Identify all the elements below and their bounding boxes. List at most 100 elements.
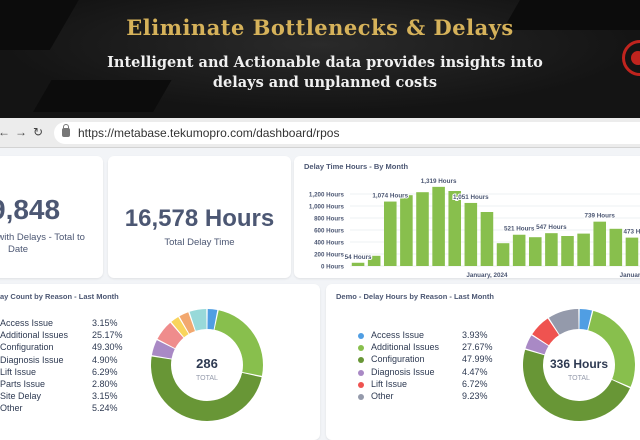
legend-percent: 25.17% (92, 330, 123, 341)
kpi-card-total-delay-time[interactable]: 16,578 Hours Total Delay Time (108, 156, 291, 278)
donut-slice (179, 312, 195, 334)
legend-label: Other (371, 391, 394, 401)
bar (512, 234, 526, 266)
pie-card-delay-count[interactable]: ay Count by Reason - Last Month Access I… (0, 284, 320, 440)
promo-subtitle-line: delays and unplanned costs (212, 74, 438, 91)
donut-slice (579, 309, 593, 330)
legend-label: Diagnosis Issue (371, 366, 435, 377)
legend-percent: 2.80% (92, 379, 118, 389)
legend-item[interactable]: Access Issue 3.93% (358, 330, 498, 342)
bar-data-label: 1,319 Hours (421, 178, 457, 185)
legend-percent: 49.30% (92, 342, 123, 353)
kpi-card-delays-count[interactable]: 9,848 s with Delays - Total to Date (0, 156, 103, 278)
bar (545, 233, 558, 266)
legend-percent: 5.24% (92, 403, 118, 414)
donut-center-label: TOTAL (568, 375, 590, 382)
url-text[interactable]: https://metabase.tekumopro.com/dashboard… (78, 126, 340, 140)
legend-item[interactable]: Site Delay 3.15% (0, 391, 130, 403)
donut-center-label: TOTAL (196, 375, 218, 382)
bar (432, 186, 445, 266)
y-tick-label: 600 Hours (314, 228, 344, 235)
donut-slice (548, 309, 579, 335)
legend-percent: 3.15% (92, 391, 118, 402)
legend-item[interactable]: Other 5.24% (0, 403, 130, 415)
kpi-value: 16,578 Hours (124, 205, 275, 232)
legend-percent: 4.90% (92, 354, 118, 365)
bar (464, 202, 478, 266)
kpi-value: 9,848 (0, 194, 61, 225)
legend-percent: 9.23% (462, 391, 488, 401)
pie-card-delay-hours[interactable]: Demo - Delay Hours by Reason - Last Mont… (326, 284, 640, 440)
bar (383, 201, 397, 266)
bar-data-label: 739 Hours (584, 213, 615, 220)
legend-label: Access Issue (371, 330, 425, 340)
forward-arrow-icon[interactable]: → (15, 125, 27, 139)
legend-percent: 47.99% (462, 354, 493, 365)
chart-title: Delay Time Hours - By Month (304, 162, 409, 171)
legend-label: Configuration (0, 342, 54, 353)
bar (496, 243, 510, 266)
bar-data-label: 1,051 Hours (453, 194, 489, 201)
reload-icon[interactable]: ↻ (32, 125, 44, 139)
donut-slice (151, 356, 262, 421)
legend-label: Additional Issues (371, 342, 440, 353)
bar (351, 262, 365, 266)
browser-toolbar: ← → ↻ https://metabase.tekumopro.com/das… (0, 118, 640, 148)
x-tick-label: January, 20 (620, 272, 640, 279)
donut-slice (171, 316, 189, 338)
lock-icon (62, 124, 70, 137)
bar (577, 233, 590, 266)
legend-item[interactable]: Other 9.23% (358, 391, 498, 403)
brand-logo-icon (622, 40, 640, 76)
bar-data-label: 521 Hours (504, 226, 535, 233)
bar (528, 237, 542, 266)
legend-swatch (358, 333, 364, 339)
donut-slice (207, 309, 218, 330)
legend-item[interactable]: Diagnosis Issue 4.90% (0, 355, 130, 367)
bar (593, 221, 607, 266)
donut-slice (189, 309, 207, 331)
address-bar[interactable]: https://metabase.tekumopro.com/dashboard… (54, 122, 640, 144)
promo-subtitle: Intelligent and Actionable data provides… (80, 53, 570, 93)
donut-slice (151, 340, 175, 359)
y-tick-label: 0 Hours (321, 264, 345, 271)
kpi-caption: Total Delay Time (164, 237, 235, 248)
legend-swatch (358, 357, 364, 364)
donut-center-value: 336 Hours (550, 357, 608, 371)
x-tick-label: January, 2024 (466, 272, 508, 279)
bar (625, 237, 639, 266)
donut-slice (525, 335, 549, 355)
back-arrow-icon[interactable]: ← (0, 125, 10, 139)
bar-chart: 1,200 Hours 1,000 Hours 800 Hours 600 Hours… (309, 177, 640, 279)
bar-data-label: 54 Hours (345, 254, 372, 261)
legend-label: Additional Issues (0, 330, 69, 341)
legend-swatch (358, 394, 364, 400)
bar-data-label: 473 H (624, 229, 640, 236)
legend-item[interactable]: Diagnosis Issue 4.47% (358, 367, 498, 379)
legend-item[interactable]: Configuration 49.30% (0, 342, 130, 354)
legend-label: Lift Issue (371, 378, 408, 389)
bar (561, 236, 574, 266)
chart-title: Demo - Delay Hours by Reason - Last Mont… (336, 292, 494, 301)
legend-item[interactable]: Configuration 47.99% (358, 354, 498, 366)
donut-slice (532, 318, 559, 346)
legend-swatch (358, 345, 364, 352)
legend-item[interactable]: Additional Issues 27.67% (358, 342, 498, 354)
bar (400, 195, 413, 266)
donut-slice (523, 349, 630, 422)
y-tick-label: 1,200 Hours (309, 192, 345, 199)
legend-item[interactable]: Lift Issue 6.72% (358, 379, 498, 391)
legend-percent: 3.15% (92, 318, 118, 328)
bar-chart-card[interactable]: Delay Time Hours - By Month 1,200 Hours 1… (294, 156, 640, 279)
bar (480, 212, 494, 266)
legend-item[interactable]: Additional Issues 25.17% (0, 330, 130, 342)
legend-label: Configuration (371, 354, 425, 365)
donut-center-value: 286 (196, 356, 218, 371)
legend-label: Site Delay (0, 391, 42, 402)
legend-percent: 6.29% (92, 366, 118, 377)
legend-item[interactable]: Parts Issue 2.80% (0, 379, 130, 391)
legend-item[interactable]: Access Issue 3.15% (0, 318, 130, 330)
legend-label: Access Issue (0, 318, 54, 328)
legend-swatch (358, 369, 364, 376)
legend-item[interactable]: Lift Issue 6.29% (0, 367, 130, 379)
